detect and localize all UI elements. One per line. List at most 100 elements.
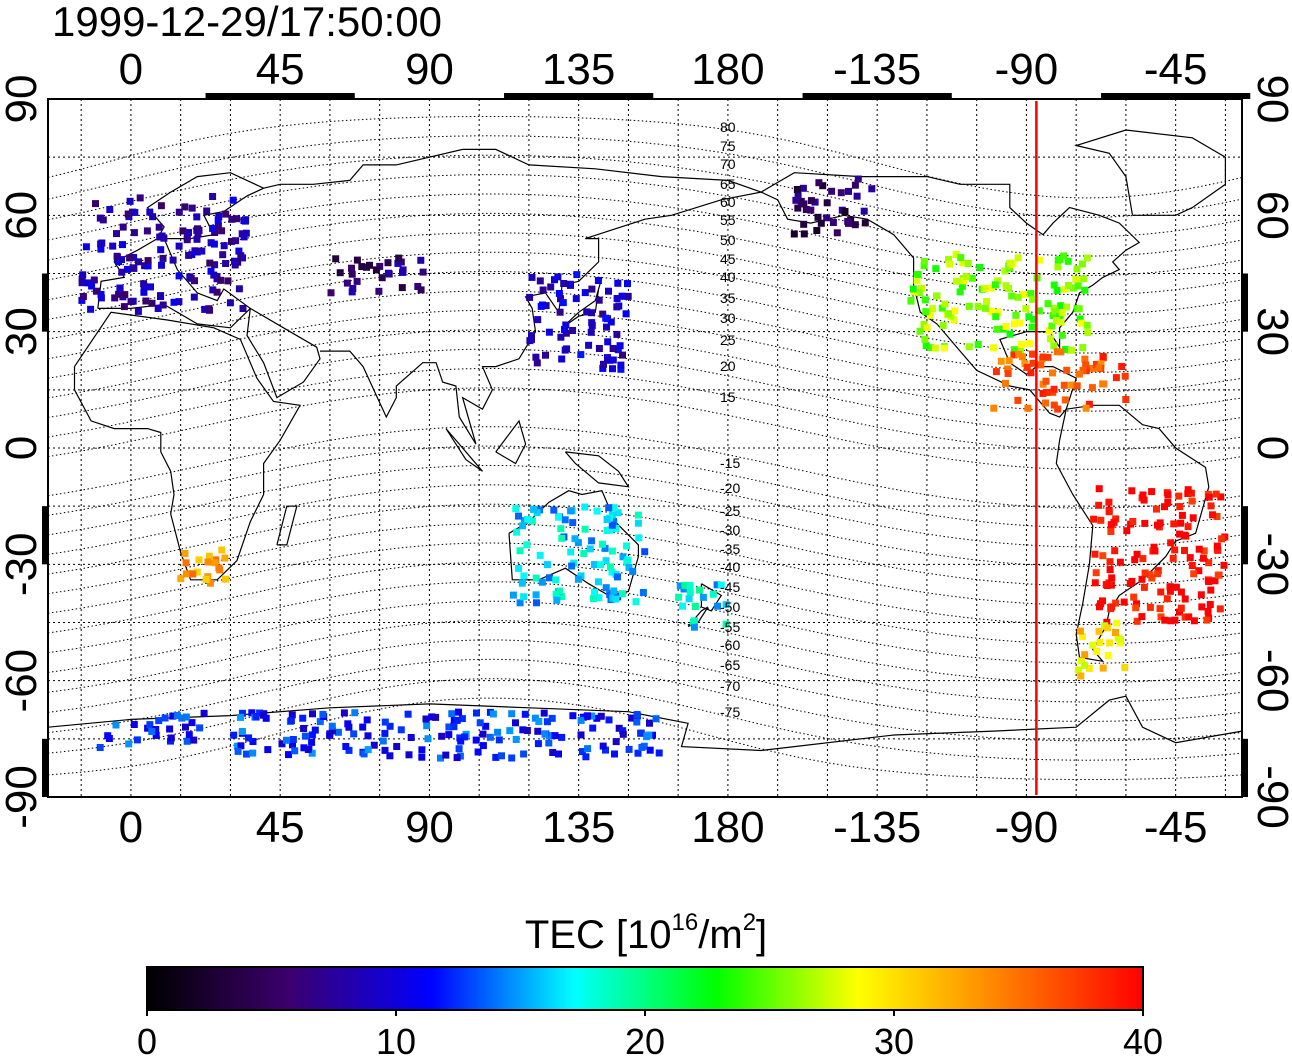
tec-cell xyxy=(990,344,998,352)
tec-cell xyxy=(992,313,1000,321)
tec-cell xyxy=(472,736,480,744)
tec-cell xyxy=(1021,360,1029,368)
magnetic-lat-label: 60 xyxy=(720,194,736,210)
tec-cell xyxy=(1213,513,1221,520)
tec-cell xyxy=(461,733,469,741)
tec-cell xyxy=(577,731,585,739)
tec-cell xyxy=(546,574,553,582)
tec-cell xyxy=(617,365,625,373)
tec-cell xyxy=(498,752,505,760)
tec-cell xyxy=(1039,389,1047,397)
tec-cell xyxy=(1078,260,1086,268)
tec-cell xyxy=(157,292,165,300)
tec-cell xyxy=(211,261,219,269)
tec-cell xyxy=(82,243,90,251)
tec-cell xyxy=(1095,364,1103,372)
tec-cell xyxy=(567,507,575,515)
tec-cell xyxy=(308,738,316,746)
tec-cell xyxy=(1218,535,1226,543)
tec-cell xyxy=(939,322,947,329)
tec-cell xyxy=(597,561,605,569)
tec-cell xyxy=(528,517,536,525)
top-lon-label: 90 xyxy=(405,45,454,94)
tec-cell xyxy=(589,724,597,732)
tec-cell xyxy=(219,251,227,259)
tec-cell xyxy=(111,294,119,302)
tec-cell xyxy=(547,283,555,291)
tec-cell xyxy=(291,747,299,755)
tec-cell xyxy=(690,623,698,631)
tec-cell xyxy=(1083,321,1091,329)
colorbar-title: TEC [1016/m2] xyxy=(525,909,767,957)
tec-cell xyxy=(1081,355,1089,363)
tec-cell xyxy=(243,750,250,758)
frame-bar-left xyxy=(42,273,48,332)
tec-cell xyxy=(813,227,821,234)
tec-cell xyxy=(1017,346,1024,354)
tec-cell xyxy=(686,589,694,596)
colorbar-tick-label: 30 xyxy=(874,1021,914,1057)
tec-cell xyxy=(455,745,463,753)
tec-cell xyxy=(169,712,177,720)
tec-cell xyxy=(1176,503,1184,511)
tec-cell xyxy=(539,286,547,294)
tec-cell xyxy=(833,229,841,237)
tec-cell xyxy=(1019,291,1027,298)
tec-cell xyxy=(375,287,383,295)
tec-cell xyxy=(581,525,589,533)
tec-cell xyxy=(1078,657,1085,665)
tec-cell xyxy=(217,276,225,284)
tec-cell xyxy=(215,213,223,220)
tec-cell xyxy=(980,285,988,292)
tec-cell xyxy=(516,547,524,555)
tec-cell xyxy=(256,709,264,717)
tec-cell xyxy=(386,752,394,760)
tec-cell xyxy=(981,304,989,312)
tec-cell xyxy=(201,305,209,313)
coastline-segment xyxy=(97,172,266,329)
tec-cell xyxy=(109,242,117,250)
colorbar-tick-labels: 0 10 20 30 40 xyxy=(137,1010,1163,1057)
tec-cell xyxy=(609,365,616,373)
tec-cell xyxy=(633,711,641,718)
tec-cell xyxy=(115,290,123,298)
tec-cell xyxy=(965,302,973,310)
tec-cell xyxy=(1188,562,1196,569)
tec-cell xyxy=(221,554,229,562)
tec-cell xyxy=(1117,636,1125,644)
tec-cell xyxy=(1121,664,1129,672)
tec-cell xyxy=(113,252,121,260)
tec-cell xyxy=(1056,256,1064,263)
tec-cell xyxy=(248,709,256,717)
tec-cell xyxy=(1184,523,1192,531)
tec-cell xyxy=(1105,508,1113,516)
tec-cell xyxy=(191,277,198,285)
tec-cell xyxy=(974,303,982,310)
tec-cell xyxy=(381,746,389,754)
tec-cell xyxy=(366,261,373,269)
tec-cell xyxy=(308,749,316,757)
tec-cell xyxy=(432,713,440,721)
tec-cell xyxy=(558,534,566,542)
tec-cell xyxy=(170,298,178,306)
magnetic-contour xyxy=(48,678,1242,761)
tec-cell xyxy=(561,516,569,524)
tec-cell xyxy=(619,553,627,561)
tec-cell xyxy=(231,257,238,265)
magnetic-lat-label: -45 xyxy=(720,579,740,595)
tec-cell xyxy=(210,240,218,248)
top-lon-label: -45 xyxy=(1144,45,1208,94)
left-lat-label: 60 xyxy=(0,191,46,240)
tec-cell xyxy=(476,719,484,727)
tec-cell xyxy=(182,570,190,578)
tec-cell xyxy=(1006,330,1014,338)
tec-cell xyxy=(1004,365,1012,373)
coastline-segment xyxy=(508,490,639,597)
tec-cell xyxy=(1133,550,1141,558)
coastline-segment xyxy=(73,311,302,581)
tec-cell xyxy=(405,751,413,759)
right-lat-label: -30 xyxy=(1248,533,1292,597)
tec-cell xyxy=(185,731,193,739)
left-lat-label: 30 xyxy=(0,307,46,356)
tec-cell xyxy=(327,289,335,297)
